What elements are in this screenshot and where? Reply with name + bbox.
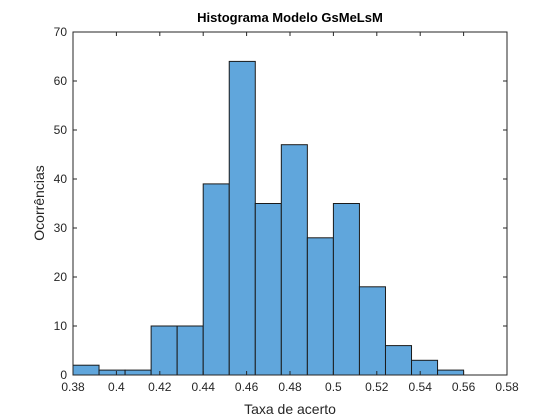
histogram-bar-4 — [150, 325, 178, 376]
x-axis-label: Taxa de acerto — [244, 401, 336, 417]
histogram-bar-10 — [306, 237, 334, 376]
x-tick-label: 0.48 — [278, 380, 302, 394]
x-tick-label: 0.52 — [365, 380, 389, 394]
y-tick-label: 70 — [54, 25, 68, 39]
chart-title: Histograma Modelo GsMeLsM — [197, 10, 383, 25]
bars-group — [72, 60, 465, 376]
y-tick-label: 40 — [54, 172, 68, 186]
histogram-bar-9 — [280, 144, 308, 376]
y-ticks-group: 0 10 20 30 40 50 60 70 — [54, 25, 507, 382]
histogram-bar-5 — [176, 325, 204, 376]
x-tick-label: 0.58 — [495, 380, 519, 394]
histogram-bar-12 — [358, 286, 386, 376]
histogram-bar-7 — [228, 60, 256, 376]
y-tick-label: 60 — [54, 74, 68, 88]
y-axis-label: Ocorrências — [31, 165, 47, 240]
y-tick-label: 0 — [60, 368, 67, 382]
x-tick-label: 0.4 — [108, 380, 125, 394]
histogram-bar-13 — [384, 345, 413, 376]
x-tick-label: 0.46 — [235, 380, 259, 394]
histogram-bar-11 — [332, 203, 360, 376]
x-ticks-group: 0.38 0.4 0.42 0.44 0.46 0.48 0.5 0.52 0.54 0.56 0.… — [61, 32, 519, 394]
y-tick-label: 10 — [54, 319, 68, 333]
histogram-bar-1 — [72, 364, 100, 376]
x-tick-label: 0.38 — [61, 380, 85, 394]
histogram-bar-2 — [98, 369, 126, 376]
x-tick-label: 0.56 — [452, 380, 476, 394]
y-tick-label: 50 — [54, 123, 68, 137]
histogram-bar-15 — [437, 369, 465, 376]
x-tick-label: 0.54 — [409, 380, 433, 394]
histogram-bar-14 — [411, 359, 439, 376]
x-tick-label: 0.5 — [325, 380, 342, 394]
histogram-bar-6 — [202, 183, 230, 376]
histogram-bar-3 — [124, 369, 152, 376]
x-tick-label: 0.42 — [148, 380, 172, 394]
y-tick-label: 30 — [54, 221, 68, 235]
x-tick-label: 0.44 — [192, 380, 216, 394]
y-tick-label: 20 — [54, 270, 68, 284]
histogram-bar-8 — [254, 203, 282, 376]
